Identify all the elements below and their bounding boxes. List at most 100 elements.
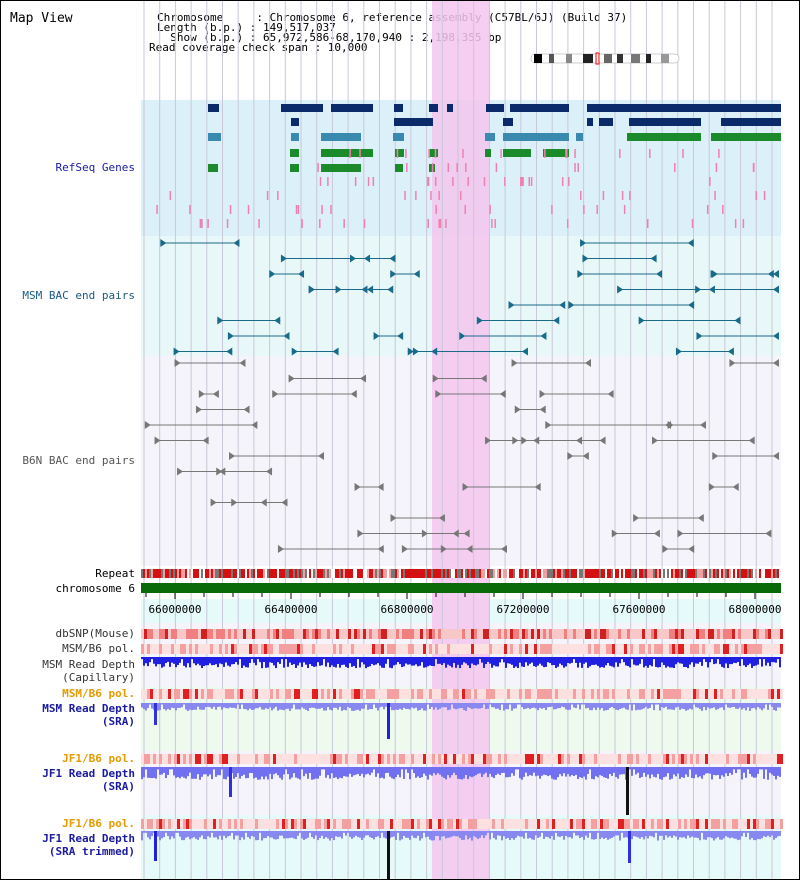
msm-depth-capillary-label[interactable]: MSM Read Depth <box>42 658 135 671</box>
msm-depth-sra-label[interactable]: MSM Read Depth <box>42 702 135 715</box>
depth-bar <box>495 831 497 840</box>
gene-tick <box>691 219 694 228</box>
depth-bar <box>763 767 765 779</box>
pol-cell <box>630 754 633 764</box>
depth-bar <box>305 831 307 839</box>
depth-bar <box>657 831 659 841</box>
msm-pol-label-2[interactable]: MSM/B6 pol. <box>62 687 135 700</box>
depth-bar <box>749 767 751 774</box>
pol-cell <box>639 819 642 829</box>
depth-bar <box>299 657 301 663</box>
depth-bar <box>279 703 281 710</box>
depth-bar <box>379 703 381 708</box>
pol-cell <box>738 689 741 699</box>
depth-bar <box>421 767 423 778</box>
pol-cell <box>309 754 312 764</box>
pol-cell <box>498 629 501 639</box>
b6n-bac-label[interactable]: B6N BAC end pairs <box>22 454 135 467</box>
pol-cell <box>576 689 579 699</box>
msm-pol-label-1[interactable]: MSM/B6 pol. <box>62 642 135 655</box>
depth-bar <box>393 657 395 666</box>
gene-tick <box>354 177 357 186</box>
pol-cell <box>429 629 432 639</box>
pol-cell <box>186 629 189 639</box>
depth-bar <box>425 703 427 711</box>
depth-bar <box>359 767 361 777</box>
depth-bar <box>499 703 501 711</box>
bac-end-marker <box>277 545 284 553</box>
gene-tick <box>602 191 605 200</box>
depth-bar <box>625 831 627 838</box>
refseq-genes-label[interactable]: RefSeq Genes <box>55 161 135 174</box>
pol-cell <box>717 629 720 639</box>
pol-cell <box>603 819 606 829</box>
depth-bar <box>253 703 255 710</box>
pol-cell <box>690 644 693 654</box>
pol-cell <box>426 754 429 764</box>
jf1-depth-sra-label[interactable]: JF1 Read Depth <box>42 767 135 780</box>
depth-bar <box>511 657 513 665</box>
jf1-depth-trim-label[interactable]: JF1 Read Depth <box>42 832 135 845</box>
depth-bar <box>661 703 663 708</box>
depth-bar <box>323 831 325 839</box>
pol-cell <box>462 629 465 639</box>
pol-cell <box>156 689 159 699</box>
depth-bar <box>589 657 591 667</box>
pol-cell <box>486 689 489 699</box>
depth-bar <box>735 831 737 839</box>
pol-cell <box>504 629 507 639</box>
pol-cell <box>381 819 384 829</box>
pol-cell <box>711 819 714 829</box>
pol-cell <box>234 754 237 764</box>
depth-bar <box>583 657 585 664</box>
pol-cell <box>423 644 426 654</box>
depth-bar <box>211 831 213 833</box>
pol-cell <box>498 644 501 654</box>
pol-cell <box>663 689 666 699</box>
pol-cell <box>315 689 318 699</box>
depth-bar <box>349 657 351 664</box>
depth-bar <box>233 703 235 708</box>
jf1-pol-label-1[interactable]: JF1/B6 pol. <box>62 752 135 765</box>
bac-end-marker <box>607 390 614 398</box>
depth-bar <box>437 657 439 664</box>
depth-bar <box>693 703 695 705</box>
depth-bar <box>179 831 181 837</box>
pol-cell <box>219 629 222 639</box>
depth-bar <box>189 767 191 773</box>
depth-bar <box>257 831 259 841</box>
depth-bar <box>617 657 619 667</box>
pol-cell <box>288 629 291 639</box>
depth-bar <box>493 657 495 666</box>
depth-bar <box>385 703 387 707</box>
bac-end-marker <box>462 483 469 491</box>
depth-bar <box>535 703 537 709</box>
depth-bar <box>477 767 479 774</box>
pol-cell <box>678 754 681 764</box>
depth-bar <box>583 767 585 777</box>
depth-bar <box>407 831 409 838</box>
depth-bar <box>357 767 359 774</box>
depth-bar <box>531 703 533 708</box>
depth-bar <box>673 831 675 836</box>
depth-bar <box>157 831 159 837</box>
depth-bar <box>275 703 277 707</box>
pol-cell <box>723 629 726 639</box>
depth-bar <box>277 657 279 663</box>
depth-bar <box>443 831 445 837</box>
dbsnp-label[interactable]: dbSNP(Mouse) <box>55 627 135 640</box>
depth-bar <box>187 703 189 711</box>
msm-bac-label[interactable]: MSM BAC end pairs <box>22 289 135 302</box>
pol-cell <box>309 819 312 829</box>
pol-cell <box>570 629 573 639</box>
bac-end-marker <box>476 316 483 325</box>
depth-bar <box>509 657 511 664</box>
pol-cell <box>759 689 762 699</box>
pol-cell <box>231 689 234 699</box>
jf1-pol-label-2[interactable]: JF1/B6 pol. <box>62 817 135 830</box>
depth-bar <box>479 831 481 838</box>
depth-bar <box>549 767 551 776</box>
depth-bar <box>699 767 701 777</box>
depth-bar <box>457 657 459 665</box>
